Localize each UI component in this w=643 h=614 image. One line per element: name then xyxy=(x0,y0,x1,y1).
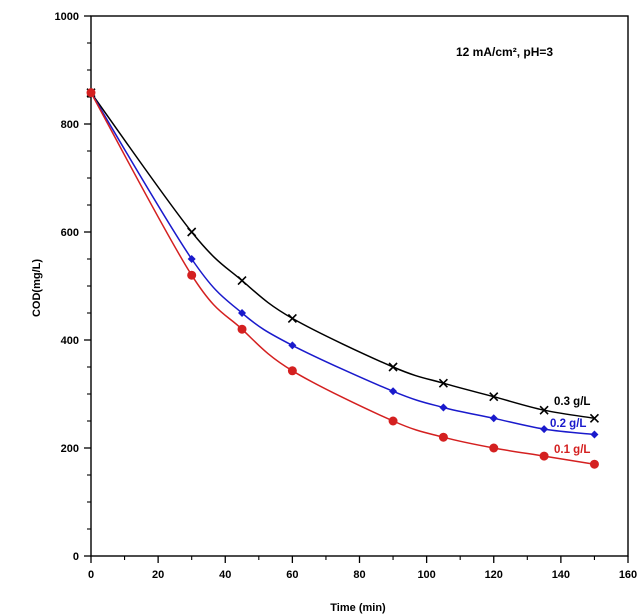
data-point xyxy=(589,459,599,469)
series-layer xyxy=(86,88,600,469)
x-tick-label: 100 xyxy=(417,569,435,581)
data-point xyxy=(438,378,448,388)
x-tick-label: 60 xyxy=(286,569,298,581)
series-label-0-3: 0.3 g/L xyxy=(554,396,590,408)
y-tick-label: 600 xyxy=(61,227,79,239)
y-tick-label: 400 xyxy=(61,335,79,347)
data-point xyxy=(288,341,297,350)
x-axis-title: Time (min) xyxy=(330,602,386,614)
series-3 xyxy=(86,88,599,469)
data-point xyxy=(439,403,448,412)
y-tick-label: 800 xyxy=(61,119,79,131)
condition-annotation: 12 mA/cm², pH=3 xyxy=(456,45,553,59)
series-line xyxy=(90,92,595,465)
data-point xyxy=(540,425,549,434)
data-point xyxy=(238,309,247,317)
x-tick-label: 40 xyxy=(219,569,231,581)
y-tick-label: 1000 xyxy=(55,11,79,23)
series-2 xyxy=(87,88,599,439)
data-point xyxy=(86,88,96,98)
data-point xyxy=(489,443,499,453)
data-point xyxy=(187,255,196,263)
x-tick-label: 140 xyxy=(552,569,570,581)
data-point xyxy=(287,366,297,376)
plot-frame xyxy=(90,15,629,557)
data-point xyxy=(539,405,549,415)
y-tick-label: 200 xyxy=(61,443,79,455)
data-point xyxy=(287,313,297,323)
data-point xyxy=(187,227,197,237)
x-tick-label: 80 xyxy=(353,569,365,581)
x-tick-label: 20 xyxy=(152,569,164,581)
series-label-0-2: 0.2 g/L xyxy=(550,418,586,430)
data-point xyxy=(539,451,549,461)
data-point xyxy=(187,270,197,280)
y-tick-label: 0 xyxy=(73,551,79,563)
y-axis-title: COD(mg/L) xyxy=(31,259,43,317)
data-point xyxy=(389,387,398,396)
x-tick-label: 160 xyxy=(619,569,637,581)
series-1 xyxy=(86,88,600,423)
y-axis-ticks: 0 200 400 600 800 1000 xyxy=(55,11,91,563)
data-point xyxy=(489,414,498,423)
data-point xyxy=(590,430,599,439)
data-point xyxy=(388,362,398,372)
data-point xyxy=(388,416,398,426)
series-label-0-1: 0.1 g/L xyxy=(554,444,590,456)
data-point xyxy=(237,324,247,334)
data-point xyxy=(589,413,600,423)
x-tick-label: 0 xyxy=(88,569,94,581)
data-point xyxy=(438,432,448,442)
plot-border xyxy=(90,15,629,557)
x-axis-ticks: 0 20 40 60 80 100 120 140 160 xyxy=(88,556,637,581)
data-point xyxy=(237,276,247,286)
data-point xyxy=(489,392,499,402)
series-line xyxy=(90,92,595,436)
x-tick-label: 120 xyxy=(485,569,503,581)
